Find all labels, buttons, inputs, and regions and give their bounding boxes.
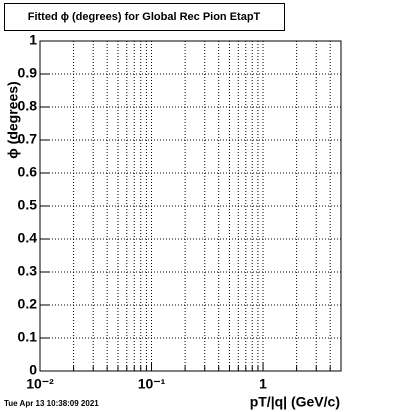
timestamp: Tue Apr 13 10:38:09 2021 [4,399,99,408]
y-tick-label: 0.2 [18,296,38,312]
y-tick-label: 0.4 [18,230,38,246]
x-axis-label: pT/|q| (GeV/c) [250,394,340,410]
x-tick-label: 10⁻¹ [138,376,166,392]
y-tick-label: 0 [29,362,37,378]
y-tick-label: 0.3 [18,263,38,279]
x-tick-label: 10⁻² [26,376,54,392]
plot-frame [39,40,342,372]
title-box [4,3,285,31]
y-tick-label: 0.5 [18,197,38,213]
y-tick-label: 0.8 [18,98,38,114]
y-tick-label: 0.6 [18,164,38,180]
y-tick-label: 1 [29,32,37,48]
x-tick-label: 1 [259,376,267,392]
y-axis-label: ϕ (degrees) [5,81,21,158]
chart-title: Fitted ϕ (degrees) for Global Rec Pion E… [28,11,261,23]
y-tick-label: 0.1 [18,329,38,345]
y-tick-label: 0.7 [18,131,38,147]
y-tick-label: 0.9 [18,65,38,81]
